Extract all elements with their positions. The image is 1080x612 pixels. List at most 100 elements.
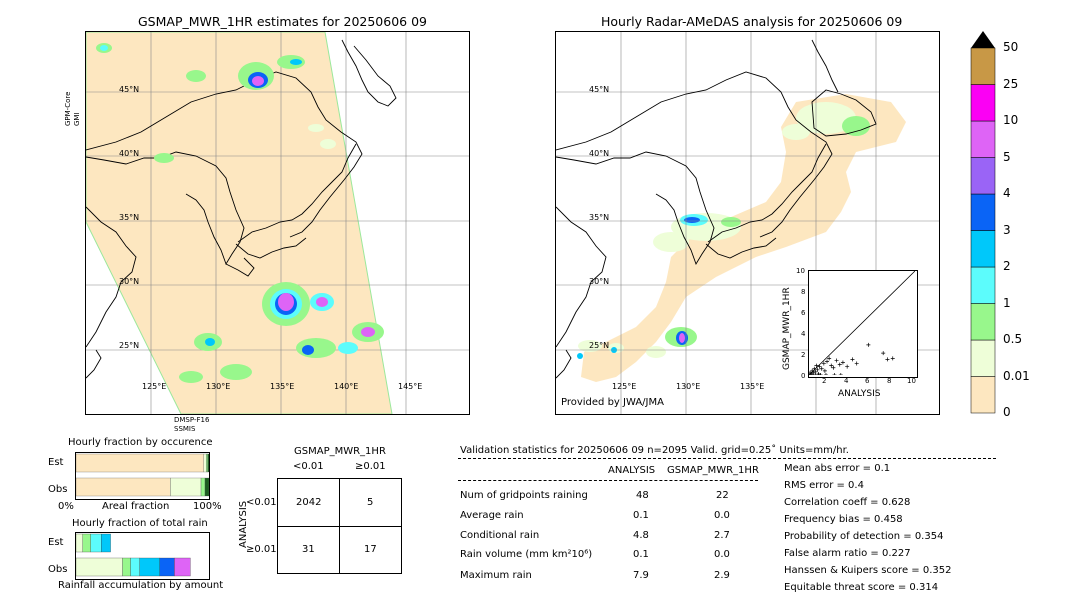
left-coastline xyxy=(86,39,397,379)
total-rain-bar xyxy=(139,557,160,577)
total-rain-bar xyxy=(122,557,131,577)
scatter-xtick: 0 xyxy=(801,372,806,380)
validation-header: Validation statistics for 20250606 09 n=… xyxy=(460,445,849,456)
stat-analysis: 0.1 xyxy=(633,549,649,560)
colorbar-tick-label: 4 xyxy=(1003,186,1011,200)
colorbar-tick-label: 50 xyxy=(1003,40,1019,54)
stat-analysis: 0.1 xyxy=(633,510,649,521)
scatter-ytick: 2 xyxy=(801,351,806,359)
validation-divider xyxy=(458,458,996,459)
colorbar-segment xyxy=(970,193,996,231)
colorbar-tick-label: 1 xyxy=(1003,295,1011,310)
total-rain-bar xyxy=(174,557,191,577)
occurrence-bar xyxy=(170,477,202,497)
scatter-point xyxy=(823,373,828,375)
total-rain-row-label: Est xyxy=(48,537,64,548)
score-line: Frequency bias = 0.458 xyxy=(784,514,903,525)
left-lon-label: 135°E xyxy=(270,382,295,391)
stat-gsmap: 2.9 xyxy=(714,570,730,581)
scatter-point xyxy=(819,366,824,371)
left-lon-label: 140°E xyxy=(334,382,359,391)
scatter-point xyxy=(815,367,820,372)
scatter-point xyxy=(840,360,845,365)
scatter-point xyxy=(832,373,837,375)
occurrence-chart xyxy=(75,452,210,500)
right-map-canvas xyxy=(556,32,939,414)
total-rain-chart xyxy=(75,532,210,580)
scatter-point xyxy=(854,361,859,366)
occurrence-row-label: Obs xyxy=(48,484,68,495)
occurrence-title: Hourly fraction by occurence xyxy=(68,437,213,448)
scatter-point xyxy=(831,365,836,370)
scatter-point xyxy=(829,363,834,368)
scatter-point xyxy=(810,368,815,373)
scatter-plot xyxy=(808,270,918,378)
occurrence-bar xyxy=(75,453,204,473)
right-lon-label: 130°E xyxy=(676,382,701,391)
colorbar-tick-label: 2 xyxy=(1003,259,1011,273)
scatter-point xyxy=(812,366,817,371)
occurrence-bar xyxy=(75,477,171,497)
score-line: RMS error = 0.4 xyxy=(784,480,864,491)
scatter-point xyxy=(813,373,818,375)
stat-analysis: 48 xyxy=(636,490,649,501)
contingency-cell: 17 xyxy=(364,544,377,555)
total-rain-canvas xyxy=(75,533,191,577)
colorbar xyxy=(970,31,996,414)
occurrence-xlabel-left: 0% xyxy=(58,501,74,512)
total-rain-bar xyxy=(101,533,111,553)
colorbar-segment xyxy=(970,339,996,377)
left-sensor-bottom-label: DMSP-F16 SSMIS xyxy=(174,416,210,433)
score-line: Mean abs error = 0.1 xyxy=(784,463,891,474)
stat-gsmap: 2.7 xyxy=(714,530,730,541)
scatter-point xyxy=(850,357,855,362)
left-lat-label: 45°N xyxy=(119,85,140,94)
left-precip-map: 45°N 40°N 35°N 30°N 25°N 125°E 130°E 135… xyxy=(85,31,470,415)
scatter-point xyxy=(834,358,839,363)
colorbar-segment xyxy=(970,230,996,268)
contingency-divider xyxy=(278,526,401,527)
colorbar-tick-label: 5 xyxy=(1003,149,1011,164)
left-lon-label: 130°E xyxy=(206,382,231,391)
data-credit: Provided by JWA/JMA xyxy=(561,397,664,408)
occurrence-bar xyxy=(203,453,207,473)
contingency-col-header: ≥0.01 xyxy=(355,461,386,472)
scatter-canvas xyxy=(809,271,915,375)
validation-divider xyxy=(458,480,758,481)
scatter-point xyxy=(811,373,816,375)
scatter-ytick: 8 xyxy=(801,288,806,296)
scatter-point xyxy=(809,373,814,375)
scatter-point xyxy=(837,362,842,367)
scatter-point xyxy=(825,359,830,364)
scatter-point xyxy=(814,363,819,368)
stat-label: Num of gridpoints raining xyxy=(460,490,588,501)
total-rain-bar xyxy=(82,533,91,553)
stat-label: Maximum rain xyxy=(460,570,532,581)
occurrence-bar xyxy=(204,477,210,497)
scatter-point xyxy=(816,373,821,375)
contingency-row-header: <0.01 xyxy=(246,497,277,508)
scatter-ytick: 10 xyxy=(796,267,805,275)
validation-col-header: ANALYSIS xyxy=(608,465,656,476)
stat-gsmap: 0.0 xyxy=(714,549,730,560)
scatter-point xyxy=(827,356,832,361)
total-rain-row-label: Obs xyxy=(48,564,68,575)
total-rain-xlabel: Rainfall accumulation by amount xyxy=(58,580,224,591)
right-lon-label: 135°E xyxy=(740,382,765,391)
colorbar-segment xyxy=(970,376,996,414)
scatter-ytick: 6 xyxy=(801,309,806,317)
right-lon-label: 125°E xyxy=(612,382,637,391)
stat-gsmap: 0.0 xyxy=(714,510,730,521)
right-lat-label: 25°N xyxy=(589,341,610,350)
stat-gsmap: 22 xyxy=(716,490,729,501)
right-map-title: Hourly Radar-AMeDAS analysis for 2025060… xyxy=(601,14,903,29)
scatter-xtick: 2 xyxy=(822,377,827,385)
right-lat-label: 30°N xyxy=(589,277,610,286)
left-map-title: GSMAP_MWR_1HR estimates for 20250606 09 xyxy=(138,14,427,29)
total-rain-title: Hourly fraction of total rain xyxy=(72,518,208,529)
scatter-xtick: 10 xyxy=(907,377,916,385)
left-lon-label: 145°E xyxy=(398,382,423,391)
scatter-point xyxy=(845,364,850,369)
score-line: Hanssen & Kuipers score = 0.352 xyxy=(784,565,952,576)
occurrence-xlabel: Areal fraction xyxy=(102,501,170,512)
